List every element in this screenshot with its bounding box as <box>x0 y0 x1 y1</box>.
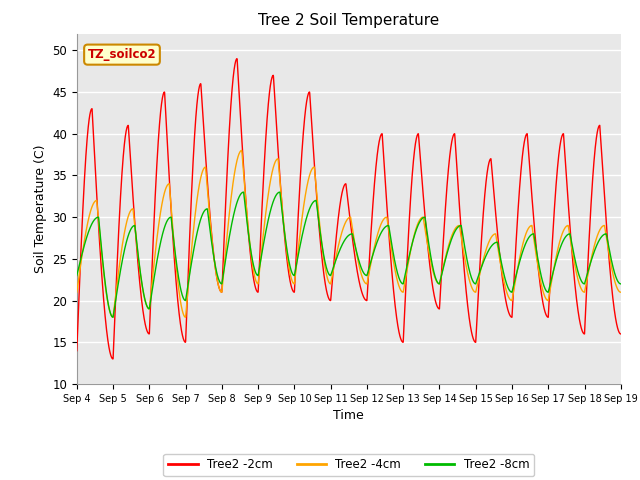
Title: Tree 2 Soil Temperature: Tree 2 Soil Temperature <box>258 13 440 28</box>
Y-axis label: Soil Temperature (C): Soil Temperature (C) <box>34 144 47 273</box>
Text: TZ_soilco2: TZ_soilco2 <box>88 48 156 61</box>
X-axis label: Time: Time <box>333 409 364 422</box>
Legend: Tree2 -2cm, Tree2 -4cm, Tree2 -8cm: Tree2 -2cm, Tree2 -4cm, Tree2 -8cm <box>163 454 534 476</box>
